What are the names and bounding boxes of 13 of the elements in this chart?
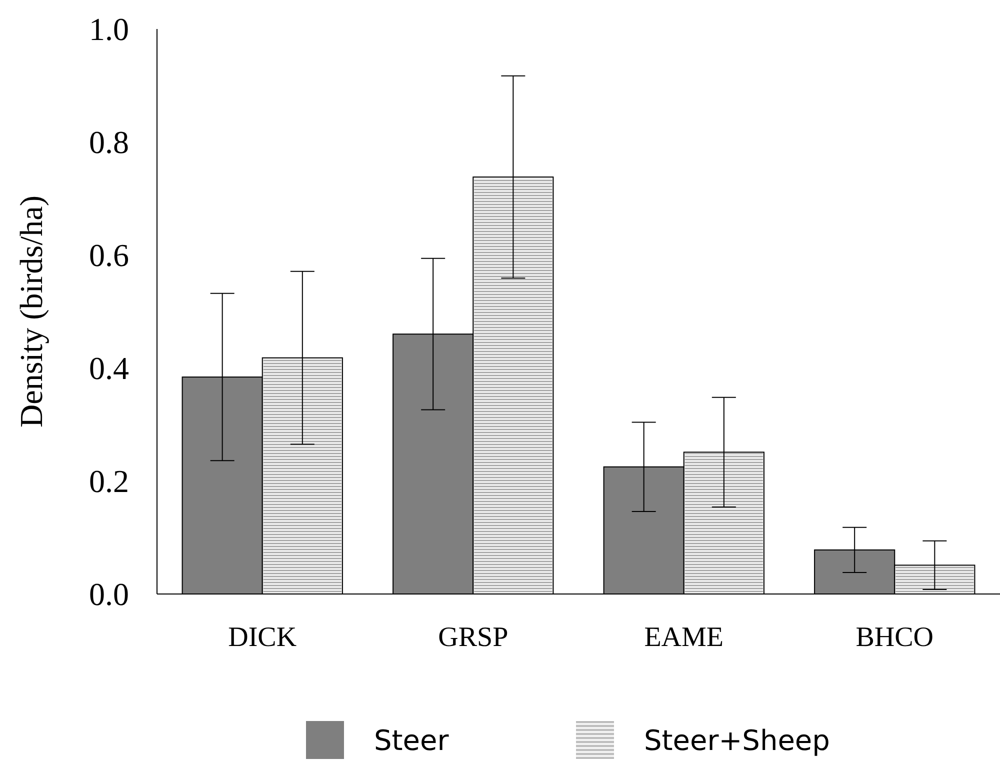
x-tick-label: EAME bbox=[644, 622, 724, 653]
y-axis-title: Density (birds/ha) bbox=[13, 196, 49, 428]
y-tick-label: 0.6 bbox=[89, 237, 129, 274]
y-tick-label: 0.8 bbox=[89, 124, 129, 160]
y-tick-label: 0.0 bbox=[89, 576, 129, 612]
x-tick-label: GRSP bbox=[438, 622, 508, 653]
y-tick-label: 1.0 bbox=[89, 11, 129, 48]
y-tick-label: 0.4 bbox=[89, 350, 129, 386]
legend-label: Steer bbox=[374, 724, 450, 757]
x-tick-label: BHCO bbox=[856, 622, 934, 653]
x-tick-label: DICK bbox=[228, 622, 297, 653]
y-tick-label: 0.2 bbox=[89, 463, 129, 500]
legend-label: Steer+Sheep bbox=[644, 724, 830, 757]
